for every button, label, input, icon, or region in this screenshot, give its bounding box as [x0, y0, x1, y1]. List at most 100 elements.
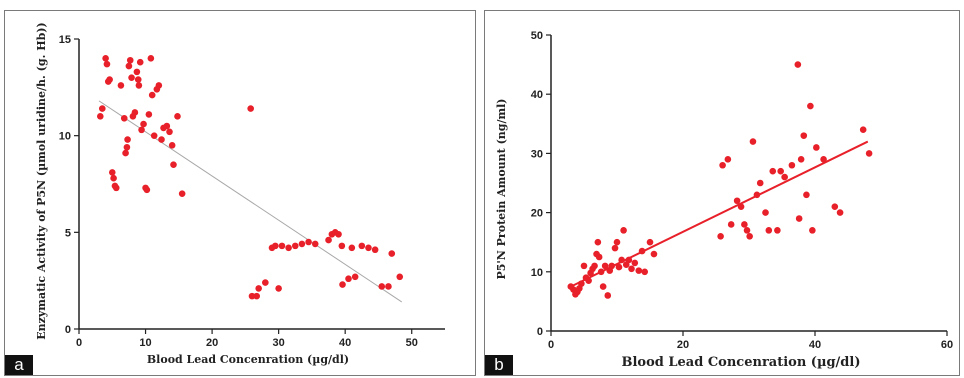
data-point — [147, 55, 155, 62]
data-point — [733, 197, 741, 205]
data-point — [809, 227, 816, 234]
x-tick-label: 0 — [76, 337, 82, 349]
data-point — [123, 143, 131, 151]
data-point — [615, 263, 623, 271]
regression-line — [570, 140, 869, 288]
data-point — [311, 240, 319, 248]
x-tick-label: 20 — [677, 339, 689, 351]
y-tick-label: 10 — [59, 131, 71, 143]
x-tick-label: 20 — [206, 337, 218, 349]
data-point — [138, 126, 145, 134]
x-tick-label: 40 — [339, 337, 351, 349]
data-point — [724, 156, 732, 163]
data-point — [124, 136, 131, 143]
data-point — [859, 126, 867, 134]
data-point — [133, 68, 141, 76]
data-point — [769, 167, 777, 175]
data-point — [358, 242, 366, 250]
data-point — [794, 61, 802, 68]
y-tick-label: 0 — [65, 324, 71, 336]
y-tick-label: 40 — [531, 89, 543, 101]
data-point — [112, 184, 120, 192]
data-point — [365, 244, 372, 252]
data-point — [638, 247, 646, 255]
data-point — [635, 267, 643, 274]
data-point — [756, 179, 764, 187]
data-point — [641, 268, 649, 276]
y-axis-label-a: Enzymatic Activity of P5N (µmol uridine/… — [35, 22, 48, 339]
data-point — [247, 105, 254, 112]
data-point — [719, 161, 726, 169]
data-point — [155, 82, 163, 89]
data-point — [599, 283, 607, 290]
data-point — [136, 58, 144, 66]
data-point — [378, 283, 386, 290]
x-axis-label-a: Blood Lead Concenration (µg/dl) — [147, 353, 349, 366]
x-tick-label: 0 — [548, 339, 554, 351]
data-point — [278, 242, 286, 250]
data-point — [743, 227, 751, 234]
data-point — [285, 244, 292, 252]
data-point — [143, 186, 151, 194]
data-point — [585, 277, 592, 284]
data-point — [613, 238, 621, 246]
data-point — [800, 132, 808, 139]
data-point — [338, 242, 346, 250]
data-point — [753, 191, 761, 199]
data-point — [272, 242, 279, 250]
data-point — [291, 242, 299, 250]
x-tick-label: 50 — [406, 337, 418, 349]
data-point — [646, 238, 654, 246]
data-point — [580, 262, 588, 270]
data-point — [106, 76, 113, 83]
data-point — [611, 244, 619, 252]
data-point — [120, 114, 128, 122]
regression-line — [98, 100, 403, 303]
data-point — [604, 292, 612, 299]
data-point — [110, 174, 117, 182]
data-point — [163, 122, 171, 130]
data-point — [807, 102, 814, 110]
data-point — [803, 191, 810, 199]
data-point — [836, 209, 844, 216]
data-point — [650, 250, 658, 258]
data-point — [298, 240, 306, 248]
panel-label-a: a — [5, 355, 33, 375]
data-point — [348, 244, 356, 252]
data-point — [749, 138, 757, 145]
data-point — [777, 167, 784, 175]
panel-a: 0 10 20 30 40 50 0 5 10 15 Blood Lead Concenrati… — [4, 10, 476, 376]
data-point — [396, 273, 404, 281]
data-point — [865, 150, 873, 157]
data-point — [108, 169, 116, 176]
data-point — [166, 128, 173, 136]
y-tick-label: 10 — [531, 267, 543, 279]
data-point — [820, 156, 827, 163]
data-point — [774, 227, 781, 234]
y-tick-label: 20 — [531, 208, 543, 220]
data-point — [117, 82, 125, 89]
data-point — [98, 105, 106, 112]
data-point — [345, 275, 352, 283]
y-tick-label: 5 — [65, 227, 71, 239]
data-point — [126, 56, 134, 64]
data-point — [625, 256, 633, 264]
y-tick-label: 50 — [531, 30, 543, 42]
data-point — [631, 259, 639, 267]
data-point — [762, 209, 769, 216]
data-point — [741, 221, 748, 228]
data-point — [339, 281, 346, 288]
data-point — [158, 136, 165, 143]
data-point — [275, 285, 282, 292]
data-point — [620, 227, 627, 234]
data-point — [746, 232, 753, 240]
data-point — [335, 230, 342, 238]
data-point — [148, 91, 156, 99]
data-point — [727, 221, 735, 228]
data-point — [595, 253, 603, 261]
data-point — [601, 262, 609, 270]
data-point — [305, 238, 312, 246]
panel-b: 0 20 40 60 0 10 20 30 40 50 Blood Lead Concenrat… — [484, 10, 960, 376]
data-point — [178, 190, 186, 197]
